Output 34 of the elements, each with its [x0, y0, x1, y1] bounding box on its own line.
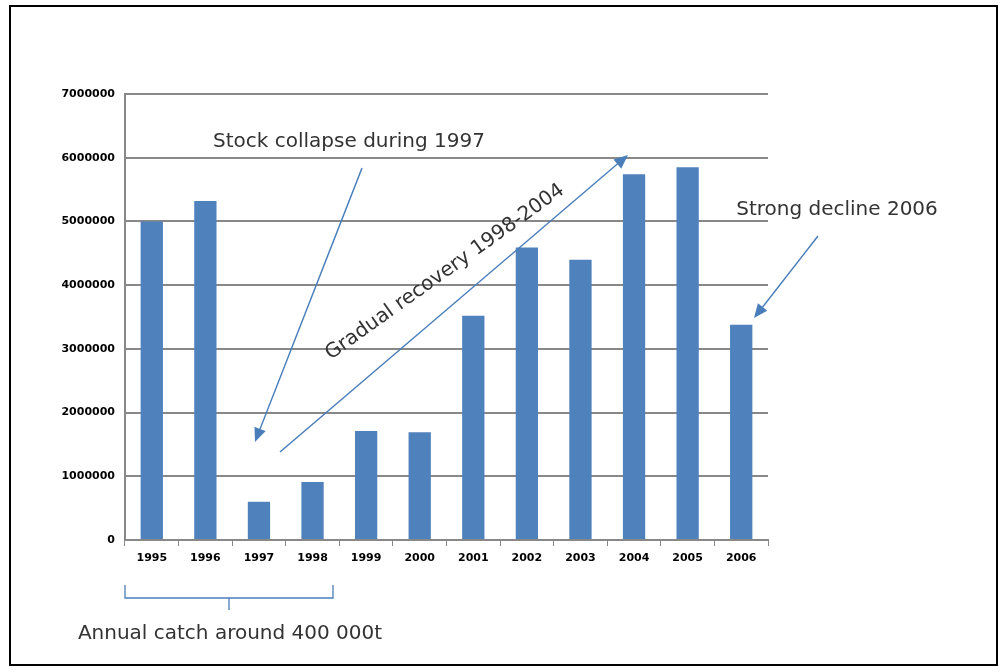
- y-tick-label: 6000000: [61, 150, 116, 164]
- y-tick-label: 5000000: [61, 214, 116, 228]
- bar: [140, 221, 163, 539]
- y-tick-label: 0: [107, 532, 116, 546]
- x-tick-label: 2006: [725, 551, 757, 565]
- y-tick-label: 4000000: [61, 278, 116, 291]
- bar: [354, 431, 378, 539]
- y-tick-label: 2000000: [61, 405, 116, 419]
- x-tick-label: 2005: [672, 551, 703, 565]
- bar: [569, 259, 592, 539]
- x-tick-label: 2001: [457, 551, 489, 565]
- annotation: Stock collapse during 1997: [213, 128, 485, 153]
- x-tick-label: 2003: [565, 551, 596, 565]
- x-tick-label: 2000: [404, 551, 436, 565]
- y-tick-label: 1000000: [61, 469, 116, 483]
- x-tick-label: 2004: [618, 551, 650, 565]
- y-tick-label: 7000000: [61, 86, 116, 100]
- annotation: Strong decline 2006: [736, 196, 938, 221]
- y-tick-label: 3000000: [61, 341, 116, 355]
- text: Annual catch around 400 000t: [77, 620, 383, 645]
- x-tick-label: 2002: [511, 551, 543, 565]
- bar: [301, 482, 324, 539]
- bar: [730, 324, 753, 539]
- bar: [408, 432, 431, 539]
- x-tick-label: 1997: [243, 551, 275, 565]
- bar: [247, 501, 271, 539]
- bar: [676, 167, 699, 539]
- x-tick-label: 1999: [350, 551, 382, 565]
- x-tick-label: 1998: [297, 551, 328, 565]
- x-tick-label: 1996: [190, 551, 222, 565]
- bar: [462, 315, 485, 539]
- x-tick-label: 1995: [136, 551, 168, 565]
- bar: [622, 174, 646, 539]
- bar: [194, 201, 217, 539]
